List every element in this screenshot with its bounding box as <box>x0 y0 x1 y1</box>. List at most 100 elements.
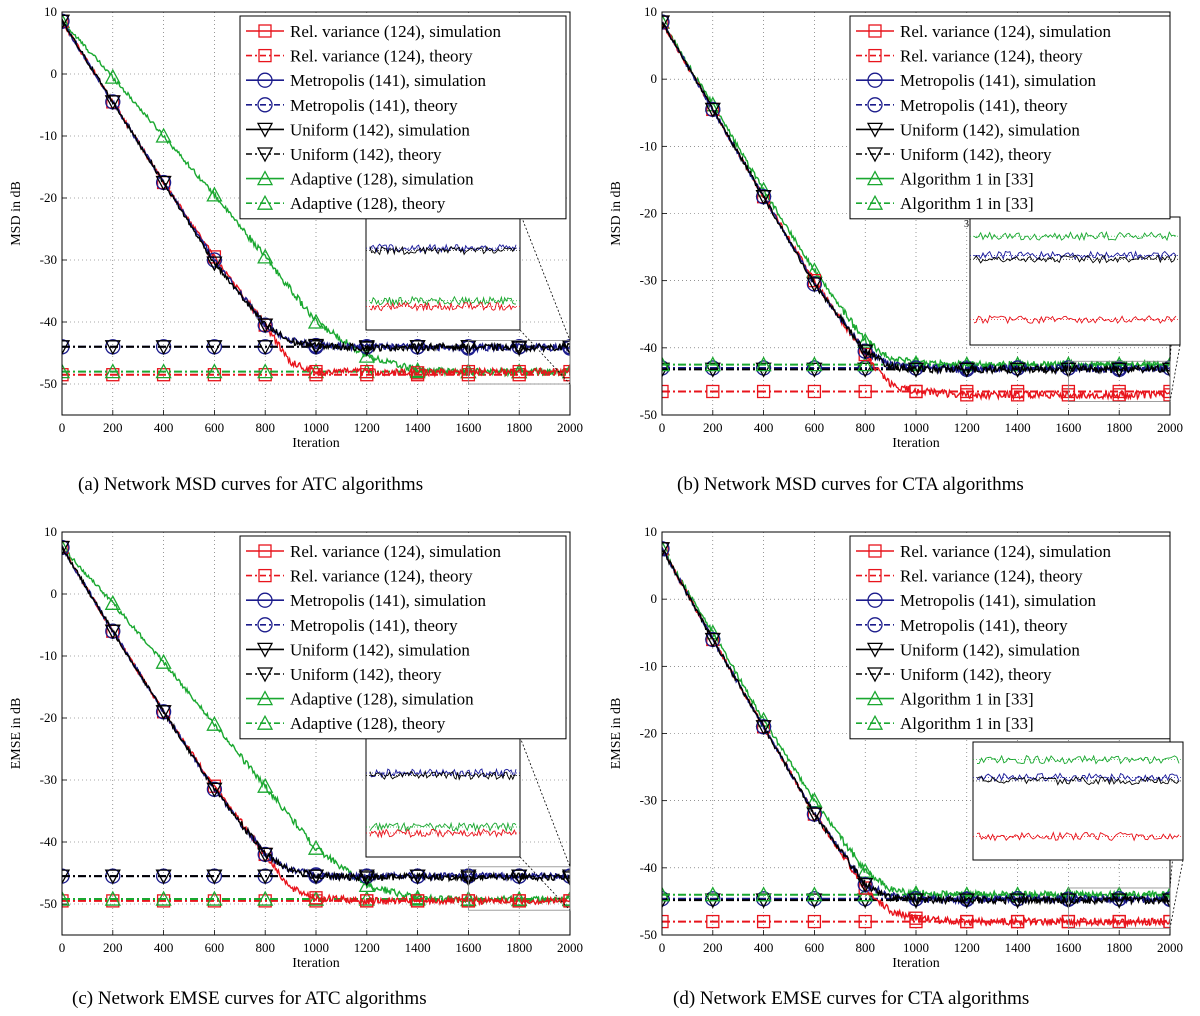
x-tick-label: 400 <box>154 940 174 955</box>
data-point <box>909 384 923 399</box>
y-tick-label: 10 <box>644 4 657 19</box>
y-tick-label: -30 <box>640 793 657 808</box>
data-point <box>755 886 772 902</box>
data-point <box>704 362 721 378</box>
data-point <box>960 388 974 402</box>
data-point <box>206 363 223 379</box>
legend-label: Adaptive (128), simulation <box>290 170 474 189</box>
legend-marker <box>866 122 884 138</box>
data-point <box>807 914 822 929</box>
x-axis-label: Iteration <box>292 956 339 971</box>
legend-label: Rel. variance (124), simulation <box>900 542 1112 561</box>
inset-curve-black <box>973 254 1177 264</box>
chart-svg: 0 200 400 600 800 1000 1200 1400 1600 1800 2000 10 0… <box>609 524 1184 971</box>
legend-entry: Algorithm 1 in [33] <box>856 194 1034 213</box>
legend-label: Uniform (142), theory <box>290 145 442 164</box>
caption-b: (b) Network MSD curves for CTA algorithm… <box>677 474 1024 495</box>
inset <box>972 741 1184 929</box>
y-tick-label: -40 <box>40 834 57 849</box>
data-point <box>156 894 171 908</box>
legend-entry: Uniform (142), theory <box>856 145 1052 164</box>
x-tick-label: 2000 <box>557 940 583 955</box>
data-point <box>1010 914 1025 929</box>
zoom-region <box>467 866 571 911</box>
data-point <box>104 869 121 885</box>
data-point <box>206 340 223 356</box>
x-tick-label: 400 <box>754 940 774 955</box>
y-tick-label: -20 <box>40 190 57 205</box>
data-point <box>704 102 721 118</box>
data-point <box>206 186 223 202</box>
x-tick-label: 1000 <box>303 940 329 955</box>
data-point <box>62 14 71 30</box>
data-point <box>62 14 69 28</box>
data-point <box>206 890 223 906</box>
legend-marker <box>256 690 274 706</box>
legend-marker <box>256 714 274 730</box>
data-point <box>1009 893 1026 909</box>
series-line-simulation <box>62 19 570 354</box>
inset-frame <box>365 212 521 331</box>
data-point <box>858 914 872 929</box>
axes: 0 200 400 600 800 1000 1200 1400 1600 1800 2000 10 0… <box>9 4 583 451</box>
data-point <box>257 777 274 793</box>
legend-entry: Metropolis (141), theory <box>856 96 1068 115</box>
x-tick-label: 200 <box>103 940 123 955</box>
data-point <box>62 13 70 29</box>
legend-marker <box>256 642 274 658</box>
data-point <box>511 869 528 885</box>
legend-entry: Adaptive (128), simulation <box>246 690 474 709</box>
x-tick-label: 800 <box>855 940 875 955</box>
inset-curve-black <box>369 769 517 781</box>
x-tick-label: 1400 <box>405 940 431 955</box>
data-point <box>755 362 772 378</box>
data-point <box>662 914 669 929</box>
legend-label: Uniform (142), theory <box>900 145 1052 164</box>
legend-marker <box>867 72 883 88</box>
data-point <box>257 890 274 906</box>
zoom-connector <box>519 329 571 385</box>
data-point <box>857 877 874 893</box>
legend-entry: Uniform (142), theory <box>246 665 442 684</box>
data-point <box>561 871 570 887</box>
data-point <box>104 594 121 610</box>
data-point <box>307 869 325 885</box>
inset-curve-red <box>369 301 517 312</box>
legend-label: Rel. variance (124), theory <box>900 567 1083 586</box>
series-line-simulation <box>62 18 570 354</box>
data-point <box>104 890 121 906</box>
axes: 0 200 400 600 800 1000 1200 1400 1600 1800 2000 10 0… <box>9 524 583 971</box>
plot-frame <box>61 531 571 936</box>
data-point <box>309 364 323 379</box>
legend-entry: Rel. variance (124), simulation <box>246 542 502 561</box>
legend-entry: Rel. variance (124), theory <box>856 567 1083 586</box>
inset-curve-red <box>976 831 1180 842</box>
legend-marker <box>866 194 884 210</box>
y-tick-label: -40 <box>640 860 657 875</box>
data-point <box>806 362 823 378</box>
grid <box>662 12 1170 415</box>
inset-frame <box>972 741 1184 861</box>
legend-entry: Metropolis (141), theory <box>856 616 1068 635</box>
zoom-connector <box>519 856 571 911</box>
inset-curve-green <box>369 821 517 833</box>
y-tick-label: 0 <box>651 71 658 86</box>
data-point <box>662 15 669 29</box>
y-tick-label: 10 <box>644 524 657 539</box>
data-point <box>706 384 720 399</box>
legend-marker <box>867 97 883 113</box>
y-tick-label: -30 <box>40 772 57 787</box>
x-tick-label: 2000 <box>1157 940 1183 955</box>
panel-msd-atc: 0 200 400 600 800 1000 1200 1400 1600 1800 2000 10 0… <box>0 0 600 470</box>
data-point <box>662 360 670 376</box>
legend-label: Metropolis (141), theory <box>900 96 1068 115</box>
data-point <box>562 340 570 356</box>
data-point <box>807 384 822 399</box>
axes: 0 200 400 600 800 1000 1200 1400 1600 1800 2000 10 0… <box>609 524 1183 971</box>
data-point <box>104 624 121 640</box>
data-point <box>512 364 526 379</box>
x-tick-label: 1200 <box>954 940 980 955</box>
legend-box <box>239 535 567 740</box>
x-tick-label: 1600 <box>455 940 481 955</box>
series-line-simulation <box>662 21 1170 375</box>
